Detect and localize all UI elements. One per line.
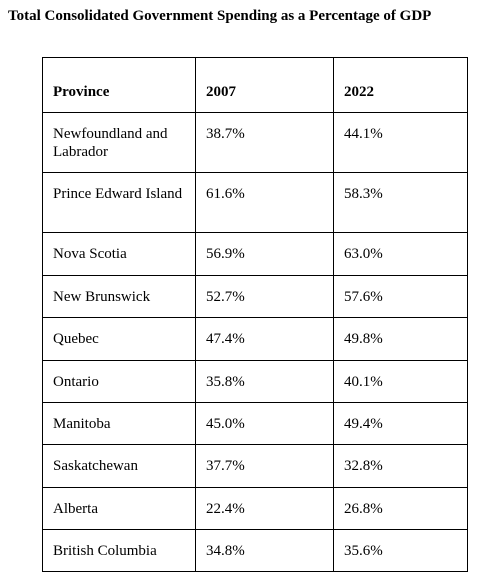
province-cell: Nova Scotia bbox=[42, 232, 196, 276]
column-header: Province bbox=[42, 57, 196, 113]
value-cell: 22.4% bbox=[195, 487, 334, 530]
value-cell: 63.0% bbox=[333, 232, 468, 276]
province-cell: British Columbia bbox=[42, 529, 196, 572]
province-cell: New Brunswick bbox=[42, 275, 196, 318]
value-cell: 32.8% bbox=[333, 444, 468, 488]
value-cell: 35.8% bbox=[195, 360, 334, 403]
value-cell: 26.8% bbox=[333, 487, 468, 530]
value-cell: 49.8% bbox=[333, 317, 468, 361]
value-cell: 49.4% bbox=[333, 402, 468, 445]
value-cell: 35.6% bbox=[333, 529, 468, 572]
province-cell: Alberta bbox=[42, 487, 196, 530]
province-cell: Ontario bbox=[42, 360, 196, 403]
value-cell: 52.7% bbox=[195, 275, 334, 318]
table-row: Nova Scotia 56.9% 63.0% bbox=[42, 232, 468, 276]
province-cell: Manitoba bbox=[42, 402, 196, 445]
province-cell: Newfoundland and Labrador bbox=[42, 112, 196, 173]
value-cell: 58.3% bbox=[333, 172, 468, 233]
table-row: British Columbia 34.8% 35.6% bbox=[42, 529, 468, 572]
data-table: Province 2007 2022 Newfoundland and Labrad… bbox=[42, 57, 468, 572]
value-cell: 34.8% bbox=[195, 529, 334, 572]
value-cell: 61.6% bbox=[195, 172, 334, 233]
table-row: Prince Edward Island 61.6% 58.3% bbox=[42, 172, 468, 233]
value-cell: 38.7% bbox=[195, 112, 334, 173]
table-row: Manitoba 45.0% 49.4% bbox=[42, 402, 468, 445]
value-cell: 47.4% bbox=[195, 317, 334, 361]
value-cell: 37.7% bbox=[195, 444, 334, 488]
header-row: Province 2007 2022 bbox=[42, 57, 468, 113]
page-title: Total Consolidated Government Spending a… bbox=[8, 8, 432, 24]
table-row: New Brunswick 52.7% 57.6% bbox=[42, 275, 468, 318]
table-row: Alberta 22.4% 26.8% bbox=[42, 487, 468, 530]
value-cell: 44.1% bbox=[333, 112, 468, 173]
table-row: Saskatchewan 37.7% 32.8% bbox=[42, 444, 468, 488]
column-header: 2007 bbox=[195, 57, 334, 113]
table-row: Ontario 35.8% 40.1% bbox=[42, 360, 468, 403]
value-cell: 56.9% bbox=[195, 232, 334, 276]
value-cell: 57.6% bbox=[333, 275, 468, 318]
value-cell: 45.0% bbox=[195, 402, 334, 445]
table-row: Quebec 47.4% 49.8% bbox=[42, 317, 468, 361]
province-cell: Saskatchewan bbox=[42, 444, 196, 488]
province-cell: Quebec bbox=[42, 317, 196, 361]
province-cell: Prince Edward Island bbox=[42, 172, 196, 233]
column-header: 2022 bbox=[333, 57, 468, 113]
value-cell: 40.1% bbox=[333, 360, 468, 403]
table-row: Newfoundland and Labrador 38.7% 44.1% bbox=[42, 112, 468, 173]
